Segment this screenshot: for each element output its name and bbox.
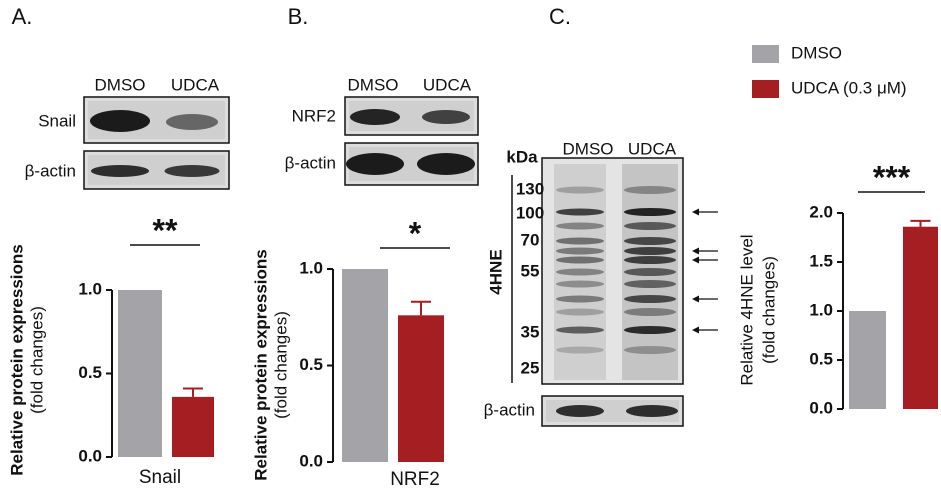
blot-band	[624, 346, 676, 354]
y-tick-label: 0.5	[299, 355, 323, 374]
x-axis-label: Snail	[139, 467, 181, 488]
significance: *	[409, 215, 422, 251]
marker-label: 25	[521, 358, 540, 377]
blot-band	[556, 208, 604, 216]
blot-band	[346, 153, 404, 175]
y-tick-label: 1.5	[809, 251, 833, 270]
row-label: β-actin	[484, 400, 535, 419]
legend-swatch	[752, 45, 779, 63]
blot-band	[166, 114, 218, 130]
lane-label: UDCA	[628, 139, 677, 158]
blot-band	[90, 110, 150, 132]
unit-label: kDa	[506, 147, 538, 166]
bar	[398, 315, 444, 462]
marker-label: 55	[521, 261, 540, 280]
blot-band	[624, 237, 676, 245]
blot-band	[624, 186, 676, 194]
blot-band	[164, 165, 220, 177]
blot-band	[624, 222, 676, 230]
blot-band	[422, 110, 470, 124]
blot-band	[556, 280, 604, 288]
y-axis-label: Relative protein expressions	[7, 244, 26, 475]
lane	[554, 164, 606, 380]
blot-band	[556, 186, 604, 194]
blot-band	[556, 268, 604, 276]
blot-band	[624, 268, 676, 276]
blot-band	[556, 326, 604, 334]
marker-label: 70	[521, 230, 540, 249]
arrow-head	[692, 326, 699, 334]
arrow-head	[692, 208, 699, 216]
row-label: β-actin	[285, 153, 336, 172]
blot-band	[350, 109, 400, 125]
blot-band	[626, 405, 678, 417]
y-axis-label-sub: (fold changes)	[271, 311, 290, 419]
x-axis-label: NRF2	[390, 469, 440, 490]
arrow-head	[692, 247, 699, 255]
blot-band	[556, 222, 604, 230]
y-tick-label: 0.5	[78, 363, 102, 382]
blot-band	[624, 208, 676, 216]
panel-label: B.	[288, 4, 309, 29]
bar	[342, 269, 388, 462]
y-tick-label: 0.0	[809, 398, 833, 417]
legend-label: UDCA (0.3 μM)	[791, 78, 907, 97]
arrow-head	[692, 256, 699, 264]
blot-band	[556, 295, 604, 303]
lane-label: DMSO	[348, 75, 399, 94]
blot-band	[556, 346, 604, 354]
y-tick-label: 2.0	[809, 202, 833, 221]
y-axis-label-sub: (fold changes)	[27, 306, 46, 414]
blot-band	[91, 165, 149, 177]
antibody-label: 4HNE	[486, 249, 505, 294]
blot-band	[556, 247, 604, 255]
lane-label: DMSO	[563, 139, 614, 158]
blot-band	[624, 308, 676, 316]
blot-band	[556, 256, 604, 264]
blot-band	[417, 153, 475, 175]
blot-band	[624, 247, 676, 255]
panel-label: A.	[12, 4, 33, 29]
blot-band	[624, 295, 676, 303]
marker-label: 35	[521, 322, 540, 341]
y-tick-label: 1.0	[299, 258, 323, 277]
error-bar	[183, 387, 203, 397]
blot-band	[556, 405, 604, 417]
bar	[849, 311, 886, 409]
error-bar	[411, 300, 431, 316]
y-axis-label: Relative protein expressions	[251, 249, 270, 480]
y-tick-label: 1.0	[809, 300, 833, 319]
legend-label: DMSO	[791, 43, 842, 62]
arrow-head	[692, 295, 699, 303]
blot-band	[624, 326, 676, 334]
blot-band	[556, 308, 604, 316]
lane-label: DMSO	[95, 75, 146, 94]
legend-swatch	[752, 80, 779, 98]
y-tick-label: 1.0	[78, 279, 102, 298]
row-label: β-actin	[25, 161, 76, 180]
blot-band	[624, 280, 676, 288]
significance: ***	[873, 159, 911, 195]
y-tick-label: 0.0	[299, 451, 323, 470]
blot-band	[624, 256, 676, 264]
y-axis-label: Relative 4HNE level	[737, 234, 756, 385]
significance: **	[153, 212, 178, 248]
error-bar	[910, 219, 931, 227]
marker-label: 130	[516, 179, 544, 198]
lane-label: UDCA	[423, 75, 472, 94]
panel-label: C.	[549, 4, 571, 29]
bar	[172, 396, 214, 457]
blot-band	[556, 237, 604, 245]
marker-label: 100	[516, 203, 544, 222]
bar	[903, 226, 938, 409]
y-axis-label-sub: (fold changes)	[759, 256, 778, 364]
row-label: NRF2	[292, 106, 336, 125]
row-label: Snail	[38, 111, 76, 130]
y-tick-label: 0.0	[78, 446, 102, 465]
lane-label: UDCA	[171, 75, 220, 94]
y-tick-label: 0.5	[809, 349, 833, 368]
bar	[118, 290, 162, 457]
